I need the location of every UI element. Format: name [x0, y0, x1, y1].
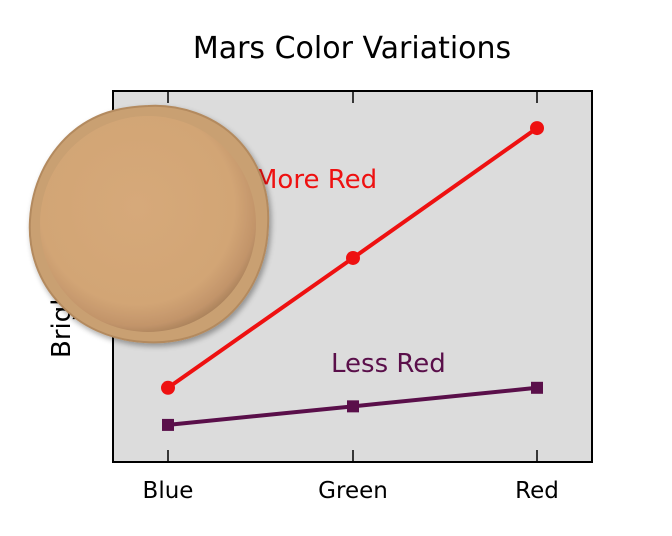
- x-tick-labels: Blue Green Red: [143, 478, 559, 504]
- series-label-more-red: More Red: [255, 165, 377, 195]
- data-point-more-red-blue: [161, 380, 175, 395]
- x-ticks: [167, 91, 538, 462]
- x-tick-label-blue: Blue: [143, 478, 194, 504]
- x-tick-label-green: Green: [318, 478, 388, 504]
- x-tick-label-red: Red: [515, 478, 559, 504]
- series-group: [161, 121, 544, 431]
- data-point-more-red-red: [530, 121, 544, 136]
- data-point-less-red-red: [531, 381, 543, 394]
- data-point-less-red-blue: [162, 418, 174, 431]
- chart-title: Mars Color Variations: [193, 31, 511, 66]
- data-point-less-red-green: [347, 400, 359, 413]
- mars-planet-icon: [28, 104, 270, 344]
- data-point-more-red-green: [346, 250, 360, 265]
- series-label-less-red: Less Red: [331, 349, 446, 379]
- mars-planet-disc: [40, 116, 256, 332]
